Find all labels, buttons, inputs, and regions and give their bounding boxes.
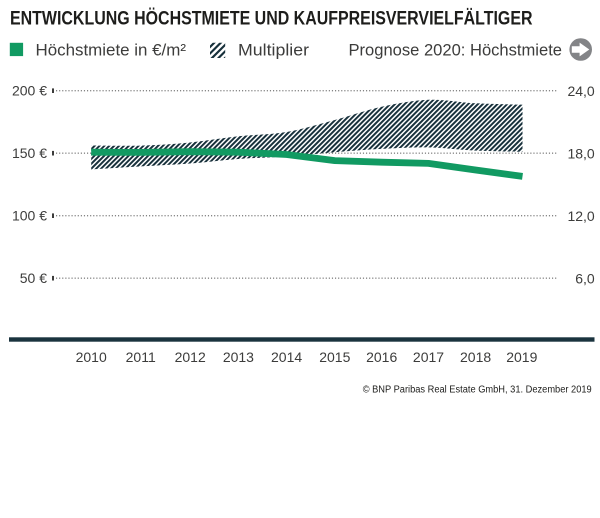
svg-text:18,0: 18,0 [567,145,594,161]
svg-text:2017: 2017 [413,349,444,365]
svg-text:2010: 2010 [76,349,107,365]
svg-text:2019: 2019 [506,349,537,365]
svg-text:Höchstmiete in €/m²: Höchstmiete in €/m² [36,42,187,60]
svg-text:2018: 2018 [460,349,491,365]
svg-text:6,0: 6,0 [575,270,595,286]
svg-text:2015: 2015 [319,349,350,365]
svg-text:Prognose 2020: Höchstmiete: Prognose 2020: Höchstmiete [349,42,563,60]
svg-text:200 €: 200 € [12,83,47,99]
svg-text:24,0: 24,0 [567,83,594,99]
svg-text:50 €: 50 € [20,270,47,286]
svg-text:ENTWICKLUNG HÖCHSTMIETE UND KA: ENTWICKLUNG HÖCHSTMIETE UND KAUFPREISVER… [10,9,533,30]
svg-text:2016: 2016 [366,349,397,365]
svg-text:2013: 2013 [223,349,254,365]
svg-text:100 €: 100 € [12,208,47,224]
svg-text:Multiplier: Multiplier [238,42,310,60]
svg-text:150 €: 150 € [12,145,47,161]
svg-text:2011: 2011 [126,349,156,365]
svg-text:2012: 2012 [175,349,206,365]
svg-text:© BNP Paribas Real Estate GmbH: © BNP Paribas Real Estate GmbH, 31. Deze… [363,385,592,396]
svg-text:2014: 2014 [271,349,302,365]
svg-text:12,0: 12,0 [567,208,594,224]
